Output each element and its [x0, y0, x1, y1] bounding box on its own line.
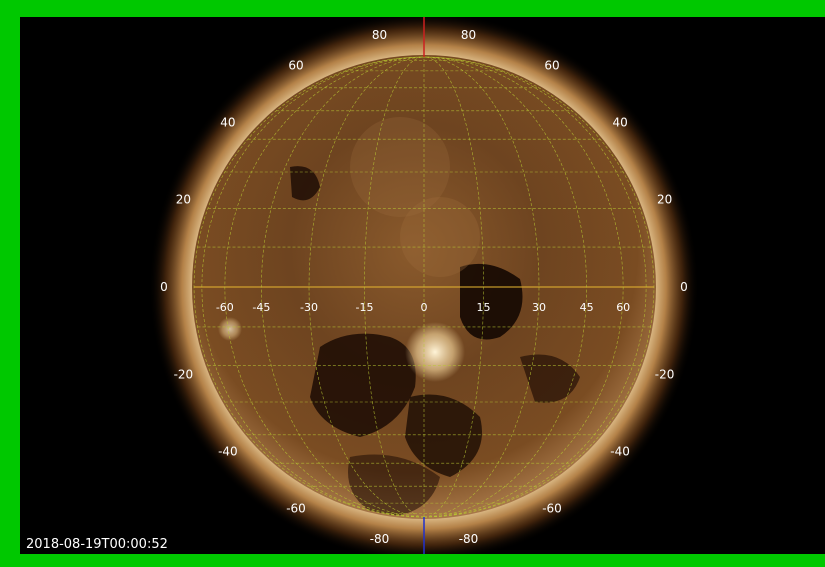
- longitude-line: [423, 56, 484, 518]
- longitude-line: [308, 56, 425, 518]
- longitude-line: [423, 56, 624, 518]
- latitude-label-left: -80: [370, 532, 390, 546]
- latitude-label-right: 60: [544, 58, 559, 72]
- longitude-line: [423, 56, 647, 518]
- longitude-label: 15: [477, 301, 491, 314]
- grid-labels: 80 60 40 20 0 -20 -40 -60 -80 80 60 40 20 0 -20 -40 -60 -…: [160, 28, 688, 546]
- latitude-label-left: -40: [218, 445, 238, 459]
- latitude-label-left: 60: [288, 58, 303, 72]
- latitude-label-right: 80: [461, 28, 476, 42]
- latitude-label-left: 0: [160, 280, 168, 294]
- bright-point-1: [218, 317, 242, 341]
- longitude-line: [201, 56, 425, 518]
- longitude-label: 45: [580, 301, 594, 314]
- coronal-hole-2: [460, 263, 523, 340]
- longitude-line: [364, 56, 425, 518]
- loop-region: [400, 197, 480, 277]
- longitude-label: 60: [616, 301, 630, 314]
- diffuse-region: [350, 117, 450, 217]
- heliographic-grid: [193, 56, 655, 518]
- solar-image-viewport[interactable]: 80 60 40 20 0 -20 -40 -60 -80 80 60 40 20 0 -20 -40 -60 -…: [20, 17, 825, 554]
- latitude-label-right: -80: [459, 532, 479, 546]
- latitude-label-right: -60: [542, 502, 562, 516]
- latitude-label-right: 40: [612, 115, 627, 129]
- longitude-label: -30: [300, 301, 318, 314]
- latitude-label-left: 20: [176, 192, 191, 206]
- coronal-hole-5: [520, 354, 580, 403]
- longitude-line: [423, 56, 655, 518]
- latitude-label-right: -40: [610, 445, 630, 459]
- longitude-line: [261, 56, 425, 518]
- latitude-label-right: 0: [680, 280, 688, 294]
- surface-features: [218, 117, 580, 517]
- longitude-label: 0: [421, 301, 428, 314]
- latitude-label-left: 80: [372, 28, 387, 42]
- longitude-line: [423, 56, 540, 518]
- coronal-hole-1: [310, 333, 416, 437]
- solar-disk-image: 80 60 40 20 0 -20 -40 -60 -80 80 60 40 20 0 -20 -40 -60 -…: [149, 17, 699, 554]
- longitude-label: 30: [532, 301, 546, 314]
- longitude-label: -15: [356, 301, 374, 314]
- longitude-label: -60: [216, 301, 234, 314]
- longitude-label: -45: [252, 301, 270, 314]
- active-region-bright: [405, 322, 465, 382]
- longitude-line: [423, 56, 587, 518]
- observation-timestamp: 2018-08-19T00:00:52: [26, 537, 168, 552]
- longitude-line: [224, 56, 425, 518]
- coronal-hole-4: [290, 166, 320, 201]
- latitude-label-left: -20: [174, 368, 194, 382]
- latitude-label-left: -60: [286, 502, 306, 516]
- latitude-label-right: -20: [655, 368, 675, 382]
- latitude-label-left: 40: [220, 115, 235, 129]
- latitude-label-right: 20: [657, 192, 672, 206]
- longitude-line: [193, 56, 425, 518]
